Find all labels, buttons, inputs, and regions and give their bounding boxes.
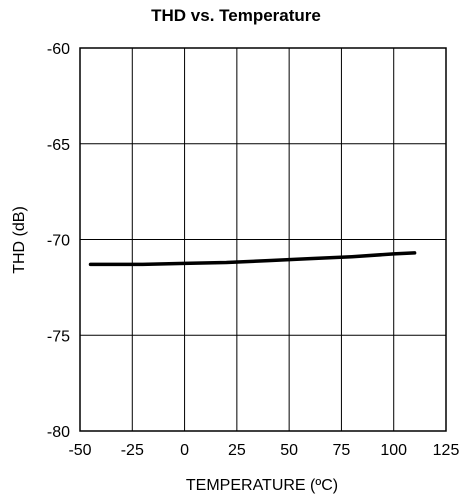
series-group <box>88 251 417 267</box>
y-tick-labels: -60 -65 -70 -75 -80 <box>47 41 70 441</box>
y-tick-label: -60 <box>47 41 70 58</box>
x-tick-label: 75 <box>333 442 351 459</box>
y-tick-label: -75 <box>47 328 70 345</box>
x-tick-label: 125 <box>433 442 460 459</box>
y-axis-label: THD (dB) <box>11 206 28 274</box>
x-tick-label: 50 <box>280 442 298 459</box>
y-tick-label: -70 <box>47 233 70 250</box>
x-tick-labels: -50 -25 0 25 50 75 100 125 <box>68 442 459 459</box>
x-tick-label: 100 <box>380 442 407 459</box>
y-tick-label: -65 <box>47 137 70 154</box>
series-line <box>88 251 417 267</box>
x-tick-label: 25 <box>228 442 246 459</box>
grid <box>80 48 446 431</box>
chart-title: THD vs. Temperature <box>151 6 321 25</box>
x-tick-label: -25 <box>121 442 144 459</box>
x-axis-label: TEMPERATURE (ºC) <box>186 477 338 494</box>
x-tick-label: 0 <box>180 442 189 459</box>
plot-frame <box>79 47 447 432</box>
y-tick-label: -80 <box>47 424 70 441</box>
x-tick-label: -50 <box>68 442 91 459</box>
